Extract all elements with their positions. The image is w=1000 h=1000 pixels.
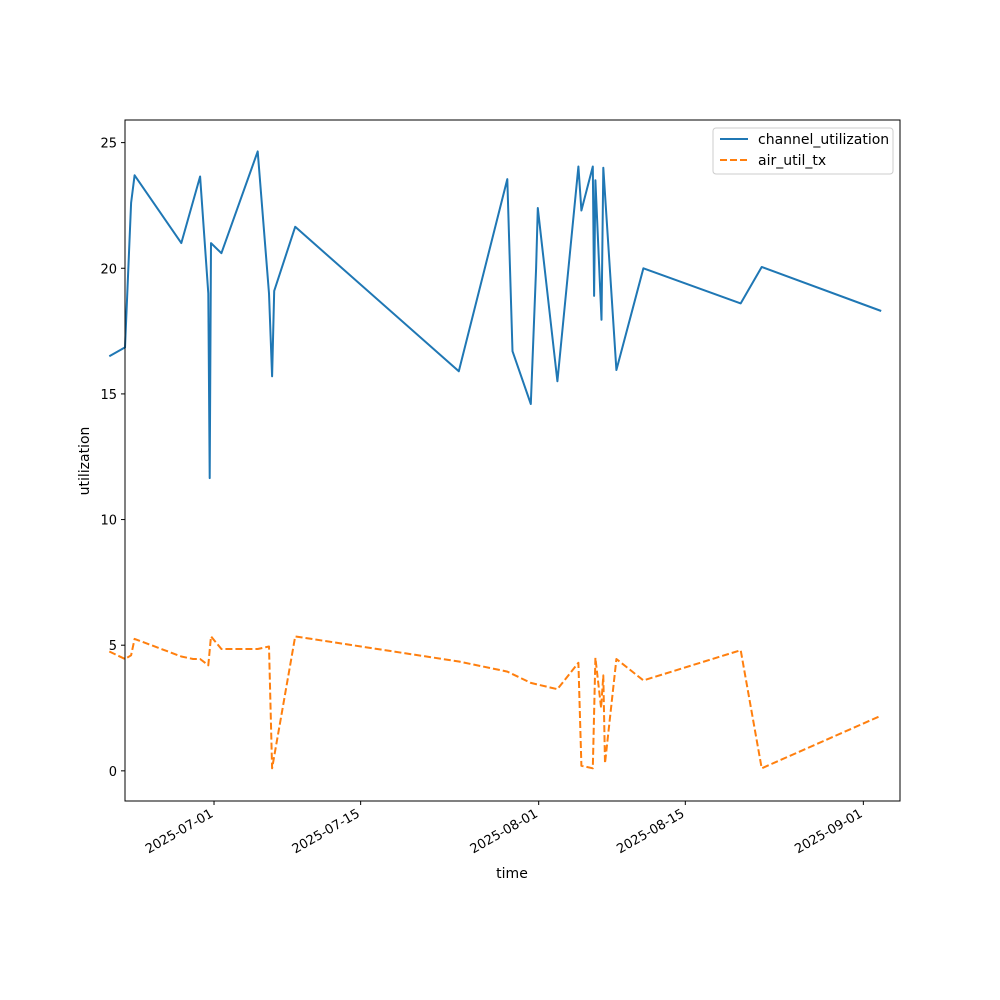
- legend: channel_utilization air_util_tx: [712, 127, 894, 175]
- legend-frame: [712, 127, 894, 175]
- y-tick-label: 10: [100, 514, 117, 529]
- series-line-channel-utilization: [108, 150, 882, 480]
- y-tick-label: 5: [109, 639, 117, 654]
- legend-label-air-util-tx: air_util_tx: [758, 153, 826, 169]
- x-axis-label: time: [496, 866, 528, 882]
- y-tick-label: 15: [100, 388, 117, 403]
- plot-frame: [124, 119, 901, 802]
- y-tick-label: 25: [100, 137, 117, 152]
- y-tick-label: 0: [109, 765, 117, 780]
- plot-lines: [108, 150, 882, 770]
- y-axis-label: utilization: [77, 427, 93, 496]
- legend-label-channel-utilization: channel_utilization: [758, 132, 889, 148]
- series-line-air-util-tx: [108, 635, 882, 770]
- y-tick-label: 20: [100, 262, 117, 277]
- y-axis: 0 5 10 15 20 25: [100, 137, 125, 780]
